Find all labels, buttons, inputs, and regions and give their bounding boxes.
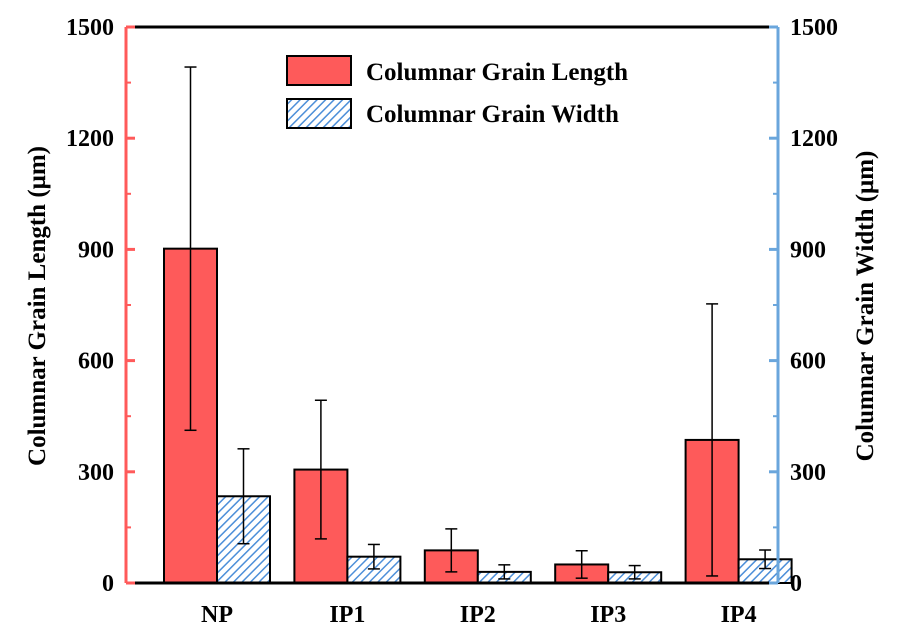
left-tick-label: 300	[78, 460, 114, 486]
right-tick-label: 900	[790, 237, 826, 263]
left-tick-label: 600	[78, 349, 114, 375]
left-tick-label: 1200	[66, 126, 114, 152]
category-label-np: NP	[201, 602, 233, 628]
right-tick-label: 1500	[790, 15, 838, 41]
ticks-layer: 0 300 600 900 1200 1500 0 300 600 900 1200 1500	[66, 15, 838, 597]
category-label-ip1: IP1	[329, 602, 365, 628]
category-labels: NP IP1 IP2 IP3 IP4	[201, 602, 757, 628]
y-axis-title-left: Columnar Grain Length (μm)	[24, 146, 51, 466]
right-tick-label: 600	[790, 349, 826, 375]
legend-swatch-width	[286, 98, 352, 129]
category-label-ip2: IP2	[460, 602, 496, 628]
legend-swatch-length	[286, 55, 352, 86]
legend-label-length: Columnar Grain Length	[366, 59, 628, 86]
left-tick-label: 1500	[66, 15, 114, 41]
right-tick-label: 0	[790, 571, 802, 597]
legend-label-width: Columnar Grain Width	[366, 101, 619, 128]
left-tick-label: 0	[102, 571, 114, 597]
y-axis-title-right: Columnar Grain Width (μm)	[852, 151, 879, 462]
right-tick-label: 300	[790, 460, 826, 486]
right-tick-label: 1200	[790, 126, 838, 152]
category-label-ip3: IP3	[590, 602, 626, 628]
bars-layer	[163, 66, 793, 585]
category-label-ip4: IP4	[721, 602, 757, 628]
legend: Columnar Grain Length Columnar Grain Wid…	[286, 55, 628, 129]
left-tick-label: 900	[78, 237, 114, 263]
